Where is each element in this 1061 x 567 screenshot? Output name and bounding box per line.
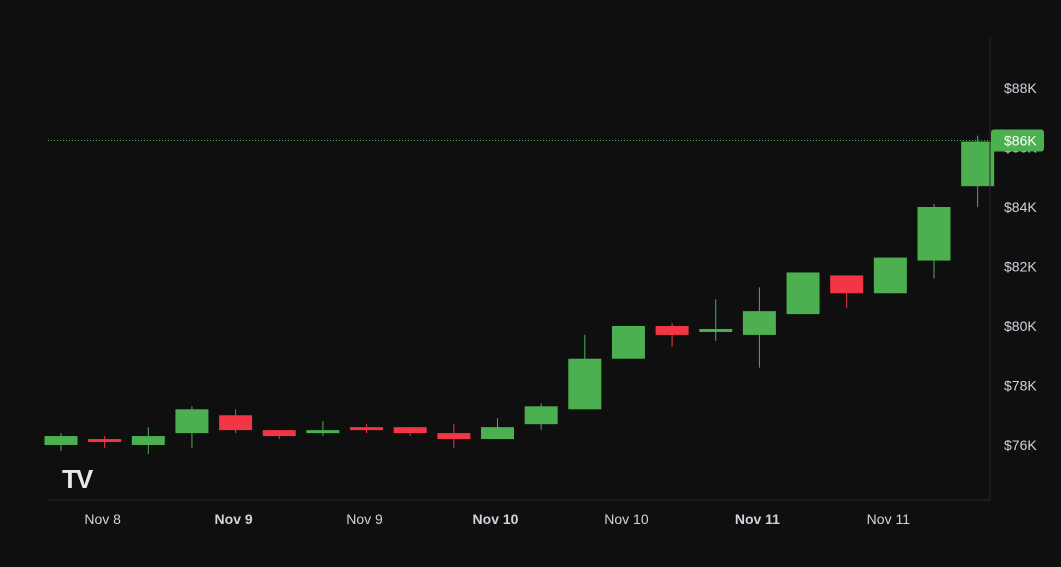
candle-body [655, 326, 689, 335]
candle-body [873, 257, 907, 294]
candle[interactable] [786, 272, 820, 315]
candle[interactable] [131, 427, 165, 454]
time-tick-label: Nov 9 [215, 511, 253, 527]
time-tick-label: Nov 8 [84, 511, 121, 527]
candle-body [742, 311, 776, 335]
candle-body [481, 427, 514, 440]
candle[interactable] [742, 287, 776, 368]
candle-body [830, 275, 864, 294]
candle[interactable] [219, 409, 253, 434]
candle-body [88, 439, 122, 443]
price-axis[interactable]: $76K $78K $80K $82K $84K $86K $88K [1004, 80, 1037, 453]
candle[interactable] [917, 204, 951, 279]
tradingview-logo-icon: TV [62, 464, 94, 494]
candle[interactable] [44, 433, 78, 451]
candle[interactable] [961, 135, 995, 207]
tradingview-logo[interactable]: TV [62, 464, 96, 494]
time-axis[interactable]: Nov 8 Nov 9 Nov 9 Nov 10 Nov 10 Nov 11 Nov 11 [84, 511, 910, 527]
candle[interactable] [873, 257, 907, 294]
candle-body [786, 272, 820, 315]
candle-body [262, 430, 296, 437]
candle-body [131, 436, 165, 445]
time-tick-label: Nov 9 [346, 511, 383, 527]
last-price-tag: $86K [991, 129, 1044, 152]
candle-body [44, 436, 78, 445]
candle-body [350, 427, 384, 431]
price-tick-label: $76K [1004, 437, 1037, 453]
candle[interactable] [611, 326, 645, 359]
time-tick-label: Nov 11 [867, 511, 911, 527]
candle-body [961, 141, 995, 187]
candle-body [175, 409, 209, 434]
candle[interactable] [350, 424, 384, 434]
candle[interactable] [568, 334, 602, 410]
last-price-tag-background [991, 129, 1044, 152]
time-tick-label: Nov 10 [604, 511, 649, 527]
price-tick-label: $82K [1004, 259, 1037, 275]
candle-body [524, 406, 558, 425]
candle[interactable] [437, 424, 471, 448]
price-tick-label: $88K [1004, 80, 1037, 96]
last-price-tag-label: $86K [1004, 133, 1037, 149]
candle[interactable] [830, 275, 864, 309]
candle-body [611, 326, 645, 359]
price-tick-label: $78K [1004, 378, 1037, 394]
candle[interactable] [699, 299, 733, 341]
candle[interactable] [175, 406, 209, 448]
candle-body [699, 328, 733, 332]
candles-layer [44, 135, 995, 454]
candle[interactable] [524, 403, 558, 431]
time-tick-label: Nov 11 [735, 511, 780, 527]
candle-body [219, 415, 253, 431]
candle-body [568, 358, 602, 410]
price-tick-label: $80K [1004, 318, 1037, 334]
candle[interactable] [88, 436, 122, 448]
candle-body [437, 433, 471, 440]
price-tick-label: $84K [1004, 199, 1037, 215]
candle[interactable] [655, 323, 689, 347]
candle-body [917, 207, 951, 261]
time-tick-label: Nov 10 [473, 511, 519, 527]
candle[interactable] [393, 427, 427, 437]
candle[interactable] [481, 418, 514, 440]
candle-body [306, 430, 340, 434]
candle[interactable] [306, 421, 340, 437]
candle[interactable] [262, 430, 296, 440]
candle-body [393, 427, 427, 434]
